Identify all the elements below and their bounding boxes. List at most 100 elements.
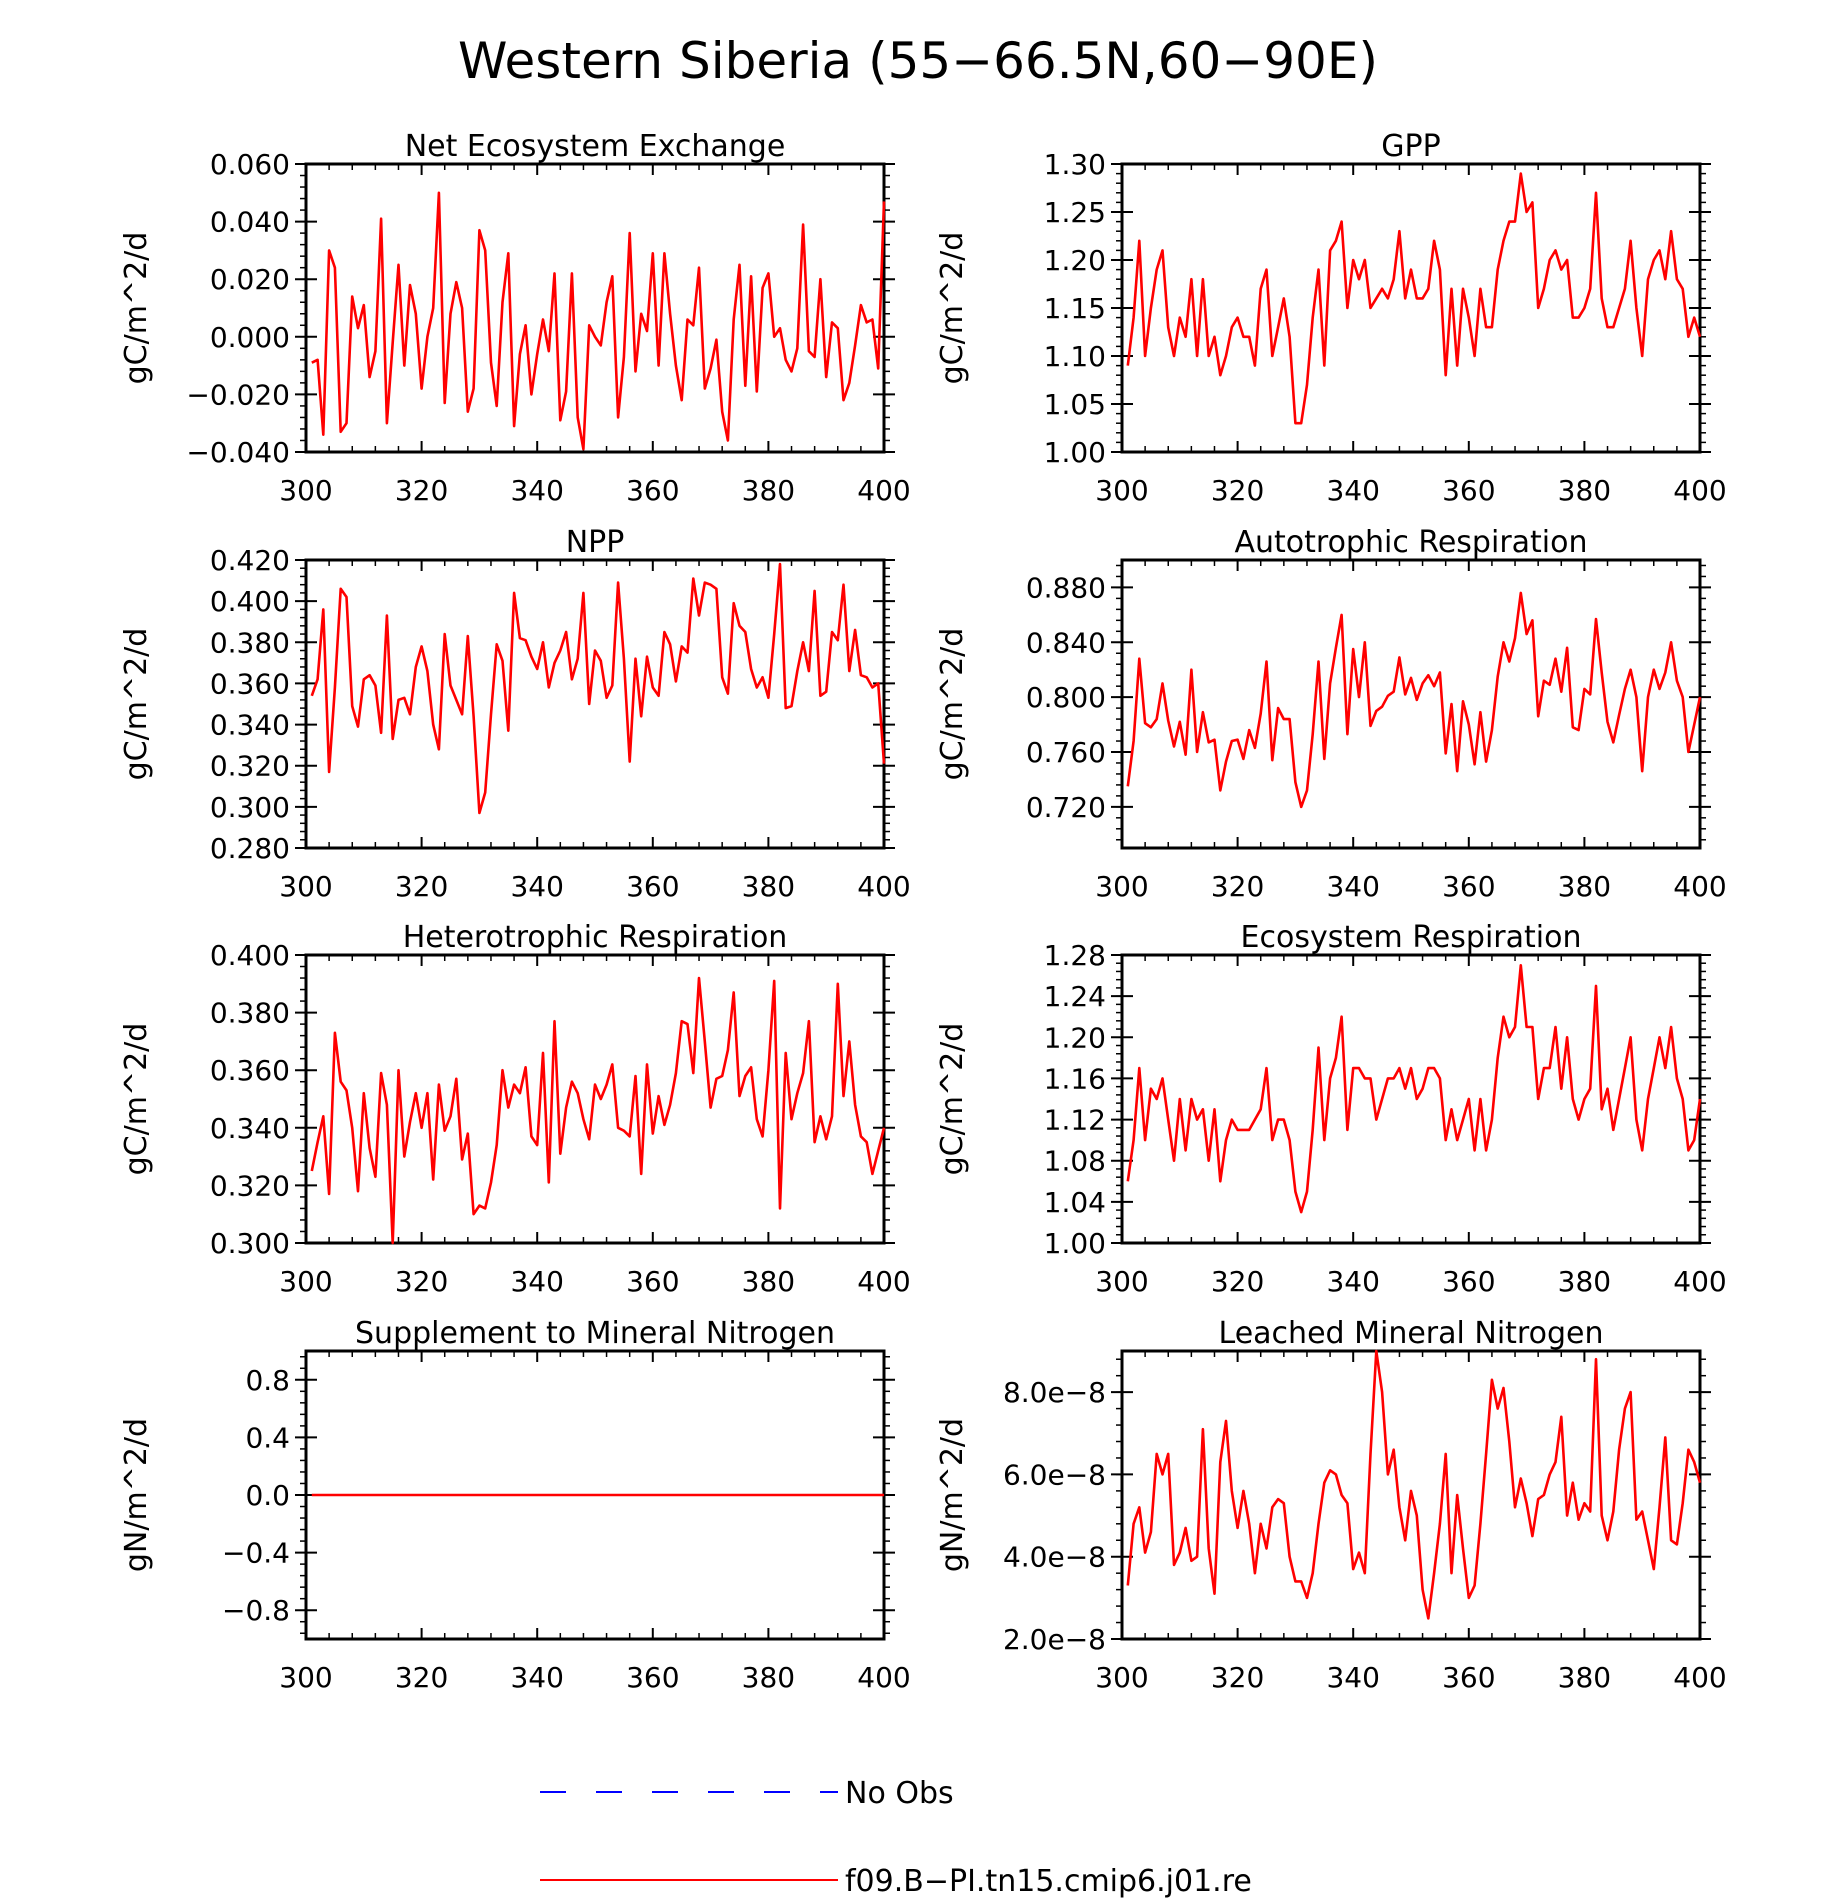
x-tick-label: 360 (626, 1265, 679, 1298)
y-tick-label: 1.30 (1044, 148, 1106, 181)
chart-panel-1: 300 320 340 360 380 400 −0.040 −0.020 0.000 0.020… (119, 129, 911, 507)
y-tick-label: 1.10 (1044, 340, 1106, 373)
y-tick-label: 2.0e−8 (1003, 1623, 1106, 1656)
y-axis-label: gC/m^2/d (935, 232, 970, 385)
x-tick-label: 400 (857, 1265, 910, 1298)
x-tick-label: 340 (1326, 1661, 1379, 1694)
y-tick-label: 0.8 (245, 1364, 290, 1397)
y-tick-label: 1.15 (1044, 292, 1106, 325)
y-tick-label: 0.400 (210, 939, 290, 972)
x-tick-label: 300 (279, 474, 332, 507)
y-tick-label: 0.020 (210, 263, 290, 296)
panel-title: Autotrophic Respiration (1234, 525, 1587, 560)
x-tick-label: 360 (1442, 1265, 1495, 1298)
x-tick-label: 340 (510, 1265, 563, 1298)
y-tick-label: −0.8 (222, 1594, 290, 1627)
y-tick-label: 1.16 (1044, 1062, 1106, 1095)
x-tick-label: 380 (1558, 1265, 1611, 1298)
y-tick-label: 0.840 (1026, 626, 1106, 659)
y-tick-label: 0.760 (1026, 736, 1106, 769)
x-tick-label: 400 (857, 1661, 910, 1694)
x-tick-label: 300 (1095, 1661, 1148, 1694)
x-tick-label: 340 (510, 870, 563, 903)
x-tick-label: 380 (1558, 1661, 1611, 1694)
x-tick-label: 360 (626, 474, 679, 507)
y-tick-label: 0.420 (210, 544, 290, 577)
plot-frame (304, 953, 886, 1245)
x-tick-label: 360 (1442, 474, 1495, 507)
x-tick-label: 320 (395, 1265, 448, 1298)
y-tick-label: 0.0 (245, 1479, 290, 1512)
x-tick-label: 400 (857, 870, 910, 903)
x-tick-label: 340 (510, 1661, 563, 1694)
y-axis-label: gC/m^2/d (119, 1023, 154, 1176)
x-tick-label: 400 (1673, 870, 1726, 903)
panel-title: Leached Mineral Nitrogen (1219, 1316, 1604, 1351)
y-tick-label: 0.060 (210, 148, 290, 181)
plot-frame (1120, 558, 1702, 850)
legend-label-no-obs: No Obs (845, 1776, 954, 1811)
x-tick-label: 320 (1211, 1265, 1264, 1298)
x-tick-label: 340 (1326, 870, 1379, 903)
panel-title: NPP (566, 525, 625, 560)
y-tick-label: 0.320 (210, 1169, 290, 1202)
y-tick-label: 0.340 (210, 709, 290, 742)
y-tick-label: 1.12 (1044, 1104, 1106, 1137)
x-tick-label: 380 (742, 870, 795, 903)
chart-panel-7: 300 320 340 360 380 400 −0.8 −0.4 0.0 0.4 0.8 Suppl… (119, 1316, 911, 1694)
y-tick-label: 1.05 (1044, 388, 1106, 421)
x-tick-label: 380 (1558, 474, 1611, 507)
x-tick-label: 320 (1211, 870, 1264, 903)
x-tick-label: 400 (1673, 474, 1726, 507)
chart-panel-4: 300 320 340 360 380 400 0.720 0.760 0.800 0.840 0.… (935, 525, 1727, 903)
y-tick-label: 0.380 (210, 626, 290, 659)
x-tick-label: 320 (1211, 1661, 1264, 1694)
y-axis-label: gC/m^2/d (119, 628, 154, 781)
x-tick-label: 320 (395, 474, 448, 507)
y-axis-label: gC/m^2/d (935, 628, 970, 781)
y-axis-label: gC/m^2/d (119, 232, 154, 385)
plot-frame (1120, 1349, 1702, 1641)
y-tick-label: −0.020 (186, 378, 290, 411)
panel-title: GPP (1381, 129, 1440, 164)
chart-panel-6: 300 320 340 360 380 400 1.00 1.04 1.08 1.12 1.16 1.… (935, 920, 1727, 1298)
y-tick-label: 1.08 (1044, 1145, 1106, 1178)
y-tick-label: 1.20 (1044, 244, 1106, 277)
x-tick-label: 360 (1442, 1661, 1495, 1694)
y-tick-label: 0.360 (210, 1054, 290, 1087)
x-tick-label: 320 (395, 870, 448, 903)
series-line (310, 976, 886, 1245)
y-tick-label: −0.040 (186, 436, 290, 469)
y-tick-label: 0.720 (1026, 791, 1106, 824)
plot-frame (1120, 162, 1702, 454)
y-tick-label: 0.340 (210, 1112, 290, 1145)
x-tick-label: 340 (1326, 474, 1379, 507)
y-tick-label: 8.0e−8 (1003, 1376, 1106, 1409)
x-tick-label: 300 (1095, 1265, 1148, 1298)
x-tick-label: 300 (279, 1661, 332, 1694)
panel-title: Ecosystem Respiration (1241, 920, 1582, 955)
y-axis-label: gN/m^2/d (119, 1418, 154, 1572)
x-tick-label: 360 (1442, 870, 1495, 903)
legend: No Obs f09.B−PI.tn15.cmip6.j01.re (540, 1776, 1252, 1898)
series-line (311, 191, 886, 451)
x-tick-label: 400 (1673, 1661, 1726, 1694)
x-tick-label: 380 (1558, 870, 1611, 903)
series-line (1126, 1349, 1702, 1620)
x-tick-label: 300 (1095, 870, 1148, 903)
chart-panel-2: 300 320 340 360 380 400 1.00 1.05 1.10 1.15 1.20 1.… (935, 129, 1727, 507)
y-axis-label: gC/m^2/d (935, 1023, 970, 1176)
figure-title: Western Siberia (55−66.5N,60−90E) (458, 32, 1378, 90)
x-tick-label: 340 (1326, 1265, 1379, 1298)
plot-frame (304, 558, 886, 850)
y-tick-label: 0.880 (1026, 571, 1106, 604)
y-tick-label: 1.28 (1044, 939, 1106, 972)
y-tick-label: 0.4 (245, 1421, 290, 1454)
y-tick-label: 4.0e−8 (1003, 1541, 1106, 1574)
x-tick-label: 380 (742, 1265, 795, 1298)
series-line (1126, 591, 1702, 809)
chart-panel-5: 300 320 340 360 380 400 0.300 0.320 0.340 0.360 0.… (119, 920, 911, 1298)
x-tick-label: 360 (626, 870, 679, 903)
chart-panel-8: 300 320 340 360 380 400 2.0e−8 4.0e−8 6.0e−8 8.0e… (935, 1316, 1727, 1694)
